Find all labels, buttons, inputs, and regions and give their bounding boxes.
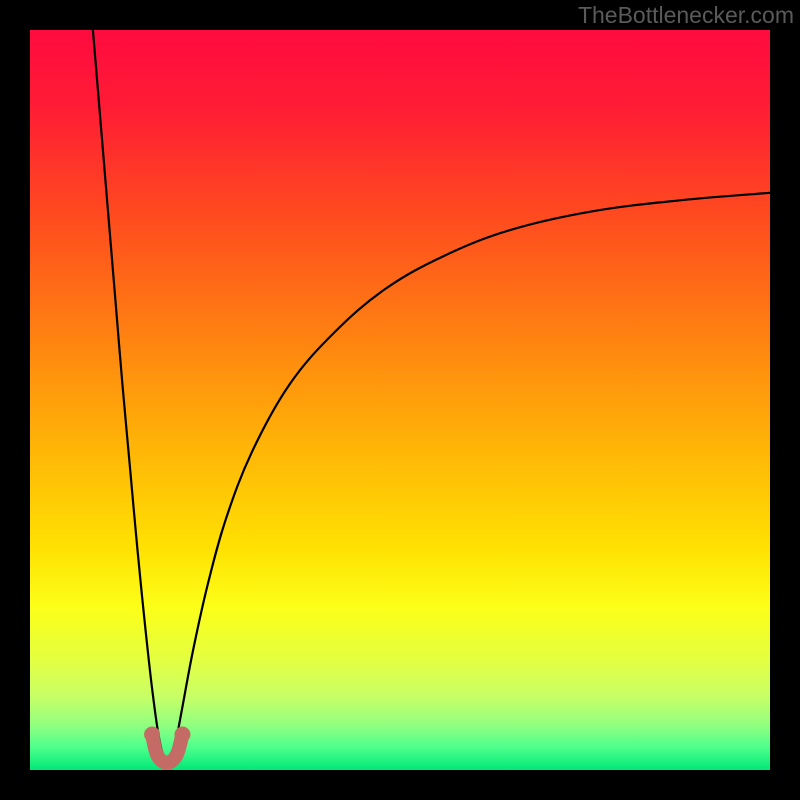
bottleneck-chart-svg bbox=[0, 0, 800, 800]
chart-container: TheBottlenecker.com bbox=[0, 0, 800, 800]
valley-marker-end-left bbox=[144, 726, 160, 742]
gradient-background bbox=[30, 30, 770, 770]
watermark-text: TheBottlenecker.com bbox=[578, 2, 794, 29]
valley-marker-end-right bbox=[174, 726, 190, 742]
